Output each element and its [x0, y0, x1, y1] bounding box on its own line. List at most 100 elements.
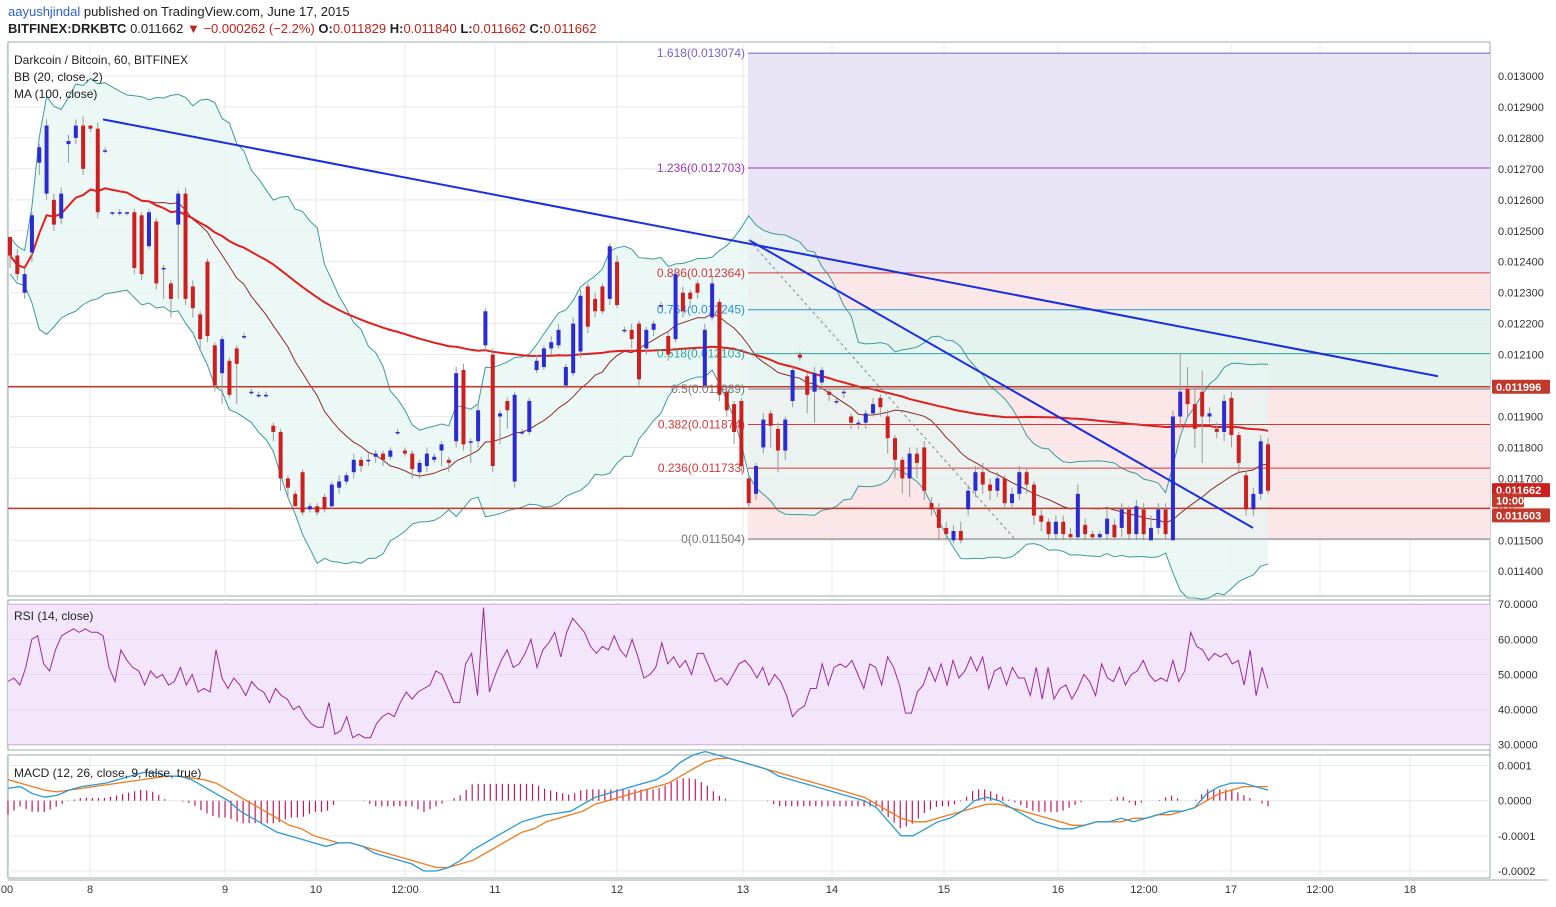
close-value: 0.011662 [543, 21, 597, 36]
candle-body [256, 394, 261, 397]
candle-body [973, 472, 978, 491]
candle-body [468, 441, 473, 443]
candle-body [900, 459, 905, 479]
candle-body [1266, 444, 1270, 491]
publication-line: aayushjindal published on TradingView.co… [8, 4, 350, 19]
candle-body [768, 413, 773, 426]
candle-body [22, 274, 27, 293]
candle-body [242, 336, 247, 338]
fib-level-label: 0.5(0.011989) [671, 382, 745, 396]
candle-body [476, 410, 481, 442]
candle-body [351, 459, 356, 473]
x-tick-label: 14 [826, 884, 838, 896]
candle-body [1068, 534, 1073, 538]
y-tick-label: 0.011900 [1498, 411, 1543, 423]
candle-body [483, 311, 488, 346]
candle-body [95, 128, 100, 213]
candle-body [578, 295, 583, 352]
candle-body [227, 360, 232, 395]
candle-body [797, 354, 802, 358]
candle-body [446, 459, 451, 463]
candle-body [344, 475, 349, 482]
y-tick-label: 0.011700 [1498, 473, 1543, 485]
candle-body [1170, 416, 1175, 541]
candle-body [454, 373, 459, 442]
candle-body [1207, 413, 1212, 417]
x-tick-label: 10 [310, 884, 322, 896]
candle-body [146, 212, 151, 247]
y-tick-label: 0.011500 [1498, 535, 1543, 547]
published-text: published on TradingView.com, June 17, 2… [83, 4, 350, 19]
candle-body [1097, 534, 1102, 538]
rsi-tick-label: 40.0000 [1498, 705, 1538, 717]
candle-body [1090, 534, 1095, 538]
trendline-long [102, 118, 1439, 378]
author-link[interactable]: aayushjindal [8, 4, 81, 19]
candle-body [680, 292, 685, 312]
candle-body [1258, 441, 1263, 494]
candle-body [739, 401, 744, 467]
candle-body [395, 431, 400, 434]
candle-body [1075, 493, 1080, 538]
candle-body [1039, 515, 1044, 522]
y-tick-label: 0.012100 [1498, 350, 1544, 362]
candle-body [1251, 493, 1256, 510]
candle-body [637, 323, 641, 380]
candle-body [746, 478, 751, 504]
candle-body [1031, 484, 1036, 516]
price-badge [1492, 493, 1524, 508]
candle-body [658, 305, 663, 307]
candle-body [571, 323, 576, 374]
candle-body [600, 286, 605, 312]
fib-level-label: 0.382(0.011874) [658, 418, 745, 432]
candle-body [1010, 493, 1015, 504]
price-badge [1492, 508, 1550, 523]
price-badge-label: 0.011603 [1496, 510, 1541, 522]
candle-body [980, 472, 985, 485]
fib-level-label: 1.618(0.013074) [657, 46, 745, 60]
candle-body [66, 141, 71, 145]
candle-body [110, 212, 115, 214]
x-tick-label: 13 [737, 884, 749, 896]
candle-body [929, 503, 934, 510]
price-badge-label: 10:00 [1496, 495, 1524, 507]
candle-body [563, 366, 568, 386]
y-tick-label: 0.012500 [1498, 226, 1544, 238]
candle-body [1053, 521, 1058, 535]
candle-body [1083, 524, 1088, 535]
candle-body [168, 283, 173, 299]
candle-body [885, 416, 890, 439]
x-tick-label: 11 [489, 884, 500, 896]
macd-line [7, 750, 1269, 872]
candle-body [666, 336, 671, 355]
y-tick-label: 0.012600 [1498, 195, 1544, 207]
candle-body [724, 391, 729, 411]
candle-body [585, 286, 590, 327]
candle-body [73, 125, 78, 138]
candle-body [936, 509, 941, 528]
candle-body [417, 462, 422, 473]
low-label: L: [460, 21, 473, 36]
candle-body [1061, 521, 1066, 535]
fib-zone-886 [748, 272, 1490, 310]
candle-body [966, 490, 971, 510]
rsi-tick-label: 50.0000 [1498, 669, 1538, 681]
fib-level-label: 0.236(0.011733) [658, 461, 745, 475]
candle-body [505, 401, 510, 411]
candle-body [1229, 397, 1234, 436]
candle-body [205, 261, 210, 337]
candle-body [410, 453, 415, 470]
candle-body [373, 453, 378, 457]
candle-body [212, 345, 217, 386]
candle-body [629, 329, 634, 340]
candle-body [732, 404, 737, 432]
rsi-title: RSI (14, close) [14, 609, 93, 623]
candle-body [81, 125, 86, 169]
candle-body [271, 425, 276, 432]
candle-body [607, 246, 612, 299]
candle-body [834, 401, 839, 403]
down-arrow-icon: ▼ [186, 21, 200, 36]
candle-body [556, 329, 561, 346]
candle-body [951, 531, 956, 541]
